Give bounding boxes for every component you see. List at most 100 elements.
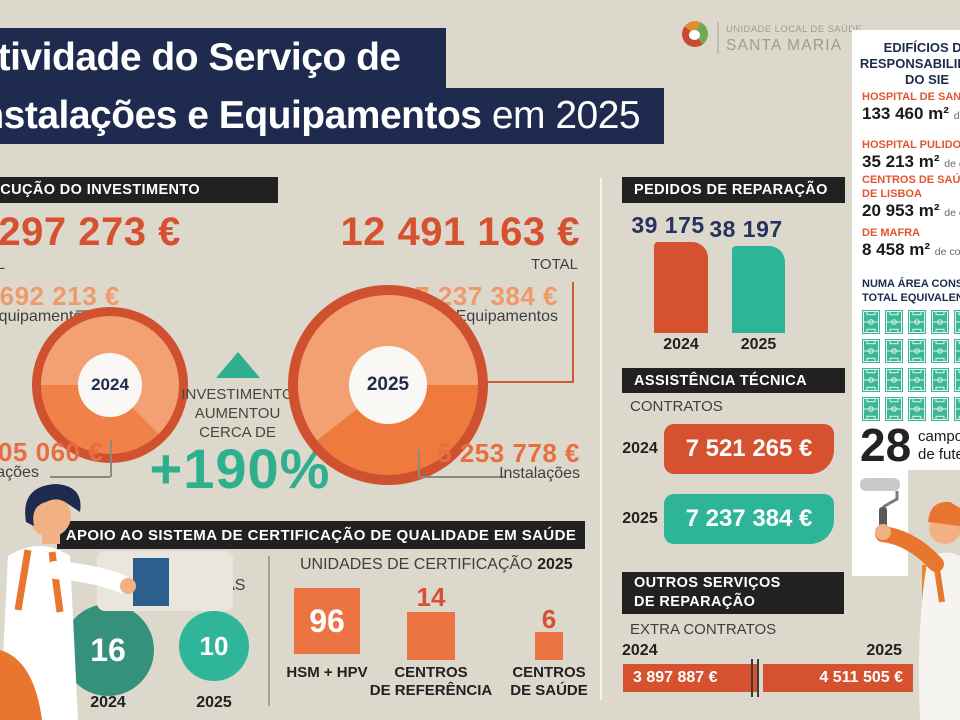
investment-2024-facilities-value: 605 060 € <box>0 437 104 467</box>
other-repairs-header-line1: OUTROS SERVIÇOS <box>634 575 781 591</box>
football-field-icon <box>954 339 960 363</box>
assistance-2024-bar: 7 521 265 € <box>664 424 834 474</box>
repairs-2025-year: 2025 <box>740 336 777 353</box>
building-2-name: HOSPITAL PULIDO VALENTE <box>862 139 960 151</box>
logo-line2: SANTA MARIA <box>726 37 843 54</box>
assistance-2024-value: 7 521 265 € <box>685 435 813 462</box>
units-saude-value: 6 <box>541 604 557 634</box>
football-field-icon <box>885 368 903 392</box>
units-saude-label-line1: CENTROS <box>512 664 586 681</box>
football-field-icon <box>908 397 926 421</box>
increase-arrow-icon <box>216 352 260 378</box>
repairs-header-banner: PEDIDOS DE REPARAÇÃO <box>622 177 845 203</box>
assistance-2025-value: 7 237 384 € <box>685 505 813 532</box>
other-repairs-2024-bar: 3 897 887 € <box>623 664 757 692</box>
football-field-icon <box>931 339 949 363</box>
fields-grid <box>862 310 960 421</box>
football-field-icon <box>862 368 880 392</box>
page-title-line2-bold: Instalações e Equipamentos <box>0 94 482 137</box>
building-3-name-line1: CENTROS DE SAÚDE <box>862 174 960 186</box>
football-field-icon <box>931 397 949 421</box>
building-entry-4: DE MAFRA 8 458 m² de construção <box>862 226 960 260</box>
connector-2025-elbow-v <box>572 282 574 382</box>
building-1-name: HOSPITAL DE SANTA MARIA <box>862 91 960 103</box>
increase-value: +190% <box>149 437 331 500</box>
assistance-2025-bar: 7 237 384 € <box>664 494 834 544</box>
building-3-name-line2: DE LISBOA <box>862 188 922 200</box>
football-field-icon <box>862 310 880 334</box>
units-hsm-square: 96 <box>294 588 360 654</box>
building-4-area-value: 8 458 m² <box>862 240 931 259</box>
other-repairs-2025-year: 2025 <box>866 642 902 659</box>
units-saude-square <box>535 632 563 660</box>
investment-2024-total: 4 297 273 € <box>0 210 181 254</box>
other-repairs-header-line2: DE REPARAÇÃO <box>634 594 756 610</box>
units-saude-label-line2: DE SAÚDE <box>510 682 588 699</box>
page-title-line1: Atividade do Serviço de <box>0 36 401 79</box>
building-3-area-value: 20 953 m² <box>862 201 940 220</box>
building-1-area: 133 460 m² de construção <box>862 104 960 124</box>
other-repairs-2024-year: 2024 <box>622 642 658 659</box>
football-field-icon <box>954 310 960 334</box>
section-divider-vertical <box>600 178 602 700</box>
assistance-header-banner: ASSISTÊNCIA TÉCNICA <box>622 368 845 393</box>
units-ref-label-line1: CENTROS <box>394 664 468 681</box>
increase-text-line3: CERCA DE <box>199 424 276 441</box>
connector-2025-facilities-h <box>418 476 506 478</box>
investment-2024-facilities-label: Instalações <box>0 464 39 481</box>
fields-count-label-line1: campos <box>918 428 960 445</box>
other-repairs-2025-value: 4 511 505 € <box>819 669 903 686</box>
building-4-area: 8 458 m² de construção <box>862 240 960 260</box>
football-field-icon <box>954 397 960 421</box>
building-4-name: DE MAFRA <box>862 227 921 239</box>
building-2-area: 35 213 m² de construção <box>862 152 960 172</box>
units-ref-label-line2: DE REFERÊNCIA <box>369 682 493 699</box>
title-banner-line1: Atividade do Serviço de <box>0 28 446 88</box>
repairs-2025-bar <box>732 246 785 333</box>
increase-text-line2: AUMENTOU <box>194 405 281 422</box>
other-repairs-divider-2 <box>757 659 759 697</box>
football-field-icon <box>908 310 926 334</box>
football-field-icon <box>954 368 960 392</box>
connector-2025-elbow-h <box>478 381 574 383</box>
assistance-header: ASSISTÊNCIA TÉCNICA <box>634 372 808 389</box>
buildings-header-line3: DO SIE <box>904 72 950 87</box>
donut-2024-year: 2024 <box>78 353 142 417</box>
audits-2024-circle: 16 <box>62 604 154 696</box>
building-entry-3: CENTROS DE SAÚDE DE LISBOA 20 953 m² de … <box>862 173 960 221</box>
building-entry-1: HOSPITAL DE SANTA MARIA 133 460 m² de co… <box>862 90 960 124</box>
football-field-icon <box>862 397 880 421</box>
football-field-icon <box>908 339 926 363</box>
building-2-area-value: 35 213 m² <box>862 152 940 171</box>
certification-divider <box>268 556 270 706</box>
audits-2024-year: 2024 <box>90 694 126 711</box>
other-repairs-2025-bar: 4 511 505 € <box>763 664 913 692</box>
audits-2025-circle: 10 <box>179 611 249 681</box>
units-title-text: UNIDADES DE CERTIFICAÇÃO <box>300 556 533 573</box>
increase-text: INVESTIMENTO AUMENTOU CERCA DE <box>165 385 310 442</box>
units-title: UNIDADES DE CERTIFICAÇÃO 2025 <box>300 556 573 574</box>
football-field-icon <box>885 339 903 363</box>
other-repairs-divider-1 <box>751 659 753 697</box>
investment-2025-facilities-label: Instalações <box>499 465 580 482</box>
painter-illustration <box>860 470 960 720</box>
donut-2025-year: 2025 <box>349 346 427 424</box>
football-field-icon <box>885 397 903 421</box>
units-ref-square <box>407 612 455 660</box>
football-field-icon <box>908 368 926 392</box>
football-field-icon <box>931 368 949 392</box>
repairs-header: PEDIDOS DE REPARAÇÃO <box>634 182 828 198</box>
logo-divider <box>717 22 719 54</box>
investment-2025-total: 12 491 163 € <box>340 210 580 254</box>
repairs-2024-bar <box>654 242 708 333</box>
audits-2024-value: 16 <box>90 631 126 668</box>
logo-line1: UNIDADE LOCAL DE SAÚDE <box>726 24 863 35</box>
assistance-subheader: CONTRATOS <box>630 398 723 415</box>
increase-text-line1: INVESTIMENTO <box>181 386 294 403</box>
equivalent-title-line2: TOTAL EQUIVALENTE A <box>862 292 960 304</box>
equivalent-title-line1: NUMA ÁREA CONSTRUÍDA <box>862 278 960 290</box>
building-4-area-suffix: de construção <box>934 246 960 258</box>
repairs-2025-value: 38 197 <box>709 216 783 242</box>
audits-2025-value: 10 <box>199 630 229 661</box>
